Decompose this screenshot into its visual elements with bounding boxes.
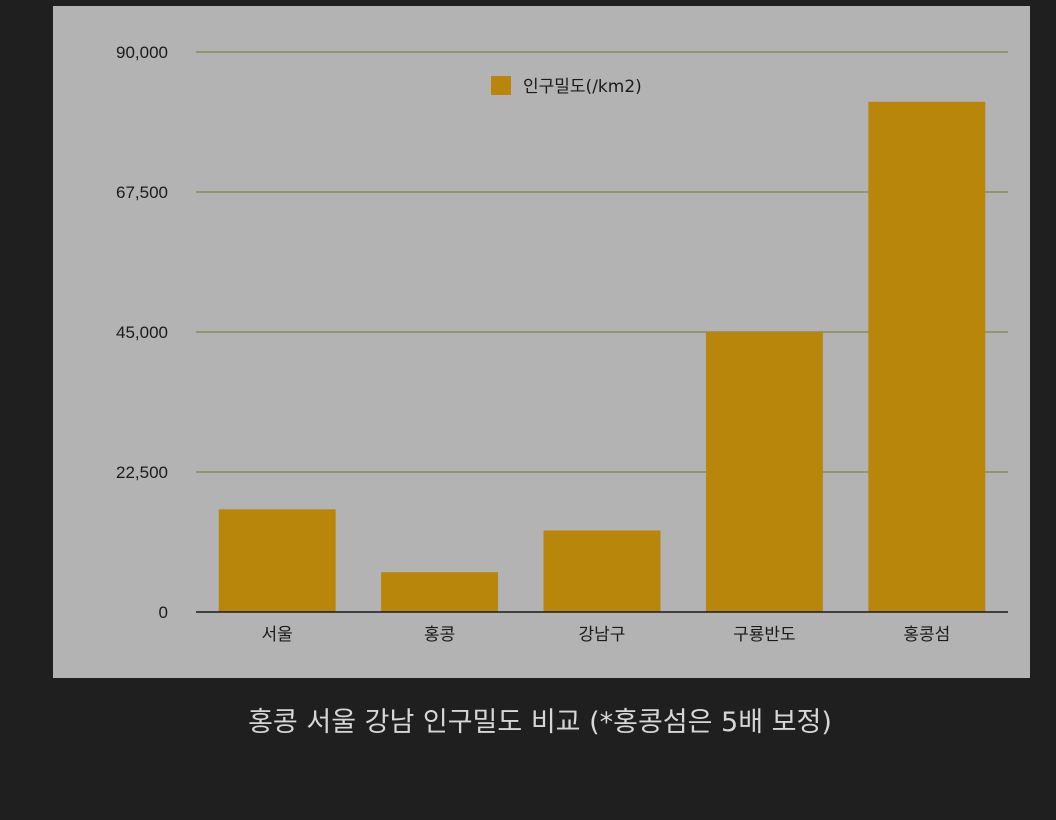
x-tick-label: 강남구 [579,625,626,645]
y-tick-label: 90,000 [116,43,168,62]
x-tick-label: 구룡반도 [733,625,796,645]
y-tick-label: 22,500 [116,463,168,482]
bar [543,530,661,612]
bar [705,332,823,612]
chart-caption: 홍콩 서울 강남 인구밀도 비교 (*홍콩섬은 5배 보정) [248,707,832,738]
legend-swatch [491,76,511,95]
bars [218,101,986,613]
legend-label: 인구밀도(/km2) [523,77,642,97]
y-tick-label: 0 [159,603,168,622]
legend: 인구밀도(/km2) [491,76,642,97]
x-tick-label: 홍콩 [424,625,455,645]
axes: 0 22,500 45,000 67,500 90,000 서울 홍콩 강남구 구룡반도 홍콩섬 [116,43,1008,645]
bar [381,572,499,612]
x-tick-label: 홍콩섬 [903,625,950,645]
bar [218,509,336,612]
chart-panel: 0 22,500 45,000 67,500 90,000 서울 홍콩 강남구 구룡반도 홍콩섬 … [53,6,1030,678]
y-tick-label: 67,500 [116,183,168,202]
bar [868,101,986,613]
x-tick-label: 서울 [262,625,293,645]
y-tick-label: 45,000 [116,323,168,342]
